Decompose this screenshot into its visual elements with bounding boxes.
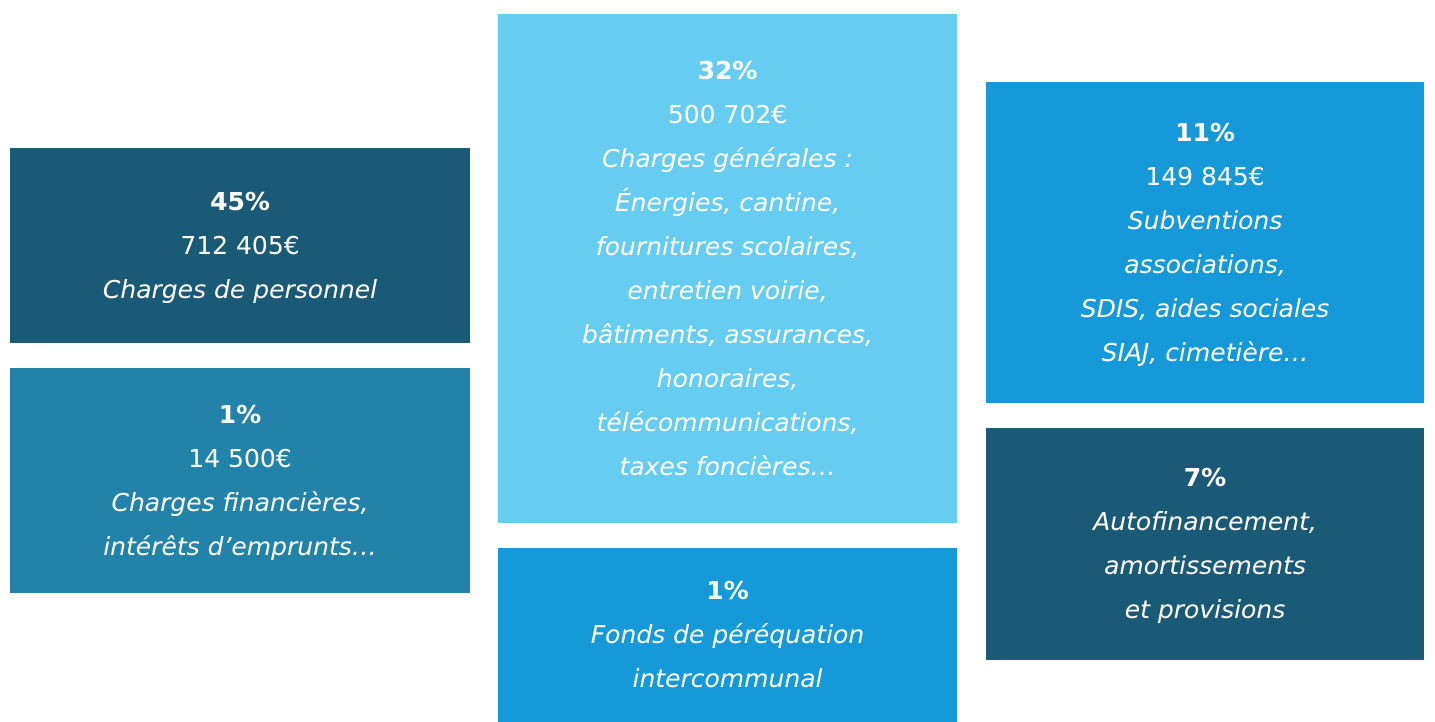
description-line: SIAJ, cimetière… (1101, 337, 1309, 367)
amount: 500 702€ (667, 99, 788, 129)
description-line: SDIS, aides sociales (1080, 293, 1330, 323)
description-line: Charges financières, (111, 487, 369, 517)
description-line: Subventions (1127, 205, 1283, 235)
description-line: intérêts d’emprunts… (103, 531, 377, 561)
budget-box: 45% 712 405€ Charges de personnel (10, 148, 470, 343)
description-line: et provisions (1124, 595, 1286, 624)
percent: 1% (706, 576, 749, 605)
amount: 149 845€ (1145, 161, 1265, 191)
description-line: Charges de personnel (102, 274, 378, 304)
description-line: entretien voirie, (627, 275, 828, 305)
description-line: télécommunications, (596, 407, 859, 437)
description-line: taxes foncières… (619, 451, 836, 481)
budget-box: 1% 14 500€ Charges financières, intérêts d’… (10, 368, 470, 593)
description-line: amortissements (1104, 551, 1306, 580)
percent: 11% (1175, 117, 1235, 147)
amount: 14 500€ (188, 443, 292, 473)
description-line: Énergies, cantine, (614, 187, 841, 217)
budget-box: 11% 149 845€ Subventions associations, SDIS,… (986, 82, 1424, 403)
description-line: bâtiments, assurances, (582, 319, 873, 349)
percent: 1% (218, 399, 262, 429)
description-line: fournitures scolaires, (595, 231, 860, 261)
budget-box: 32% 500 702€ Charges générales : Énergies, … (498, 14, 957, 523)
description-line: Fonds de péréquation (590, 620, 865, 649)
description-line: Autofinancement, (1093, 507, 1317, 536)
percent: 32% (697, 55, 758, 85)
percent: 7% (1183, 463, 1227, 492)
amount: 712 405€ (180, 230, 300, 260)
description-line: associations, (1124, 249, 1286, 279)
percent: 45% (210, 186, 270, 216)
budget-box: 7% Autofinancement, amortissements et provi… (986, 428, 1424, 660)
description-line: Charges générales : (602, 143, 853, 173)
description-line: honoraires, (656, 363, 799, 393)
budget-box: 1% Fonds de péréquation intercommunal (498, 548, 957, 722)
description-line: intercommunal (632, 664, 823, 693)
